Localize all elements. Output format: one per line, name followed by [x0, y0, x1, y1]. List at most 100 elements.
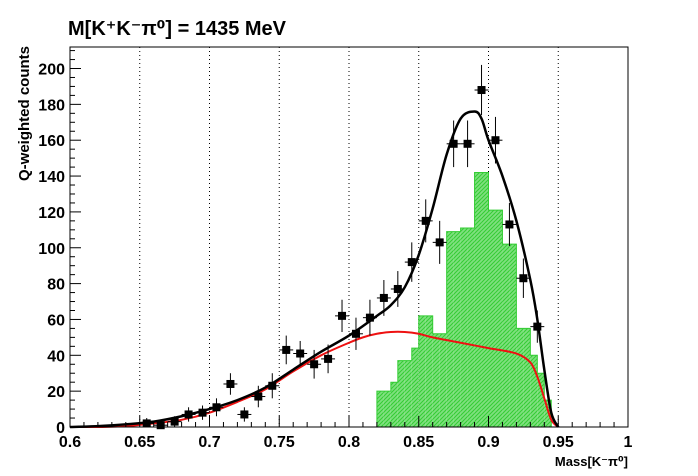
signal-bin [383, 391, 391, 427]
data-point [488, 116, 503, 164]
data-marker [435, 238, 444, 247]
data-marker [324, 354, 333, 363]
data-point [376, 280, 391, 316]
signal-bin [516, 328, 524, 427]
signal-bin [495, 210, 503, 427]
y-axis-label: Q-weighted counts [16, 46, 33, 181]
data-point [432, 220, 447, 264]
signal-bin [523, 328, 531, 427]
x-tick-label: 0.9 [477, 434, 499, 451]
data-point [167, 416, 182, 427]
signal-bin [397, 360, 405, 427]
data-point [516, 258, 531, 298]
signal-bin [446, 231, 454, 427]
signal-outline [376, 171, 552, 427]
signal-histogram [376, 171, 552, 427]
data-marker [254, 392, 263, 401]
data-marker [268, 381, 277, 390]
data-marker [226, 379, 235, 388]
data-marker [393, 284, 402, 293]
data-marker [449, 139, 458, 148]
x-axis-label: Mass[K⁻π⁰] [555, 454, 628, 469]
signal-bin [404, 360, 412, 427]
signal-bin [390, 382, 398, 427]
data-point [223, 373, 238, 395]
data-point [251, 385, 266, 408]
data-marker [379, 293, 388, 302]
data-point [139, 418, 154, 428]
signal-bin [488, 210, 496, 427]
data-point [418, 199, 433, 243]
data-point [209, 398, 224, 417]
data-point [404, 242, 419, 282]
data-marker [519, 274, 528, 283]
signal-bin [425, 315, 433, 427]
data-marker [142, 419, 151, 428]
signal-bin [432, 333, 440, 427]
data-point [460, 120, 475, 168]
y-tick-label: 180 [38, 97, 65, 114]
data-marker [421, 216, 430, 225]
x-tick-label: 0.6 [59, 434, 81, 451]
signal-bin [467, 228, 475, 427]
x-axis: 0.6 0.65 0.7 0.75 0.8 0.85 0.9 0.95 1 [59, 416, 633, 451]
data-marker [240, 410, 249, 419]
data-marker [310, 360, 319, 369]
data-marker [184, 410, 193, 419]
fit-background-line [69, 330, 559, 429]
data-marker [365, 313, 374, 322]
data-marker [338, 311, 347, 320]
data-marker [463, 139, 472, 148]
x-tick-label: 0.95 [543, 434, 574, 451]
signal-bin [530, 355, 538, 427]
y-axis: 0 20 40 60 80 100 120 140 160 180 200 [38, 50, 81, 437]
data-marker [407, 258, 416, 267]
data-marker [170, 417, 179, 426]
x-tick-label: 0.75 [264, 434, 295, 451]
y-tick-label: 40 [47, 348, 65, 365]
data-point [321, 344, 336, 374]
data-marker [212, 403, 221, 412]
y-tick-label: 60 [47, 312, 65, 329]
x-tick-label: 0.65 [124, 434, 155, 451]
data-marker [477, 86, 486, 95]
data-point [265, 373, 280, 399]
y-tick-label: 20 [47, 384, 65, 401]
data-marker [156, 421, 165, 430]
data-marker [198, 408, 207, 417]
signal-bin [509, 244, 517, 427]
signal-bin [453, 231, 461, 427]
data-point [181, 407, 196, 422]
data-marker [296, 349, 305, 358]
data-point [195, 405, 210, 420]
signal-bin [411, 348, 419, 427]
data-point [335, 299, 349, 332]
data-point [530, 310, 545, 343]
signal-bin [537, 373, 545, 427]
data-marker [505, 220, 514, 229]
data-point [446, 120, 461, 168]
y-tick-label: 100 [38, 241, 65, 258]
data-point [362, 299, 377, 336]
data-marker [533, 322, 542, 331]
y-tick-label: 120 [38, 205, 65, 222]
x-tick-label: 0.7 [198, 434, 220, 451]
signal-bin [544, 400, 552, 427]
signal-bin [376, 391, 384, 427]
signal-bin [502, 244, 510, 427]
x-tick-label: 1 [624, 434, 633, 451]
fit-background-curve [69, 330, 559, 429]
y-tick-label: 140 [38, 169, 65, 186]
y-tick-label: 160 [38, 133, 65, 150]
data-point [279, 335, 294, 365]
data-point [307, 349, 322, 379]
x-tick-label: 0.8 [338, 434, 360, 451]
data-point [390, 271, 405, 307]
signal-bin [481, 172, 489, 427]
signal-bin [474, 172, 482, 427]
data-marker [351, 329, 360, 338]
data-point [293, 340, 308, 367]
data-marker [491, 136, 500, 145]
data-marker [282, 345, 291, 354]
